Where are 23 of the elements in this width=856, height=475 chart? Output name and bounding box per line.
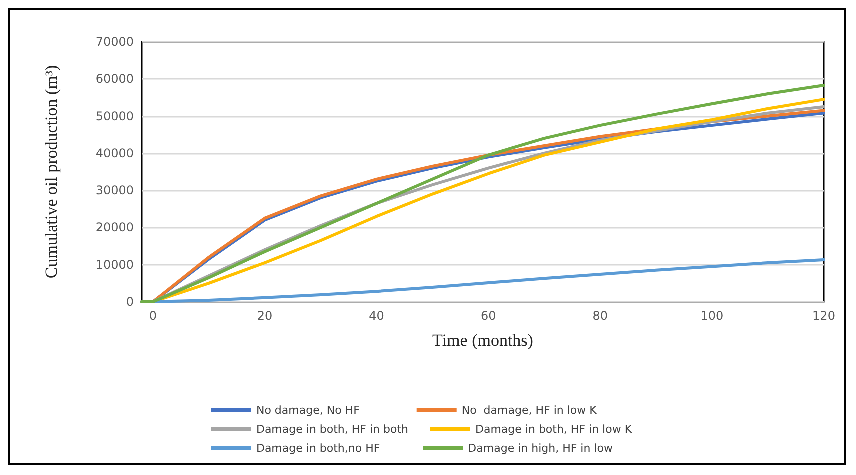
x-tick-label: 120 (812, 309, 836, 323)
y-tick-label: 50000 (96, 109, 134, 124)
x-tick-label: 60 (480, 309, 496, 323)
x-tick-label: 80 (592, 309, 608, 323)
y-tick-label: 30000 (96, 184, 134, 198)
x-tick-label: 100 (700, 309, 724, 323)
x-tick-label: 0 (149, 309, 157, 323)
x-axis-title: Time (months) (432, 331, 534, 350)
x-tick-label: 20 (257, 309, 273, 323)
y-tick-label: 10000 (96, 258, 134, 272)
y-tick-label: 0 (126, 295, 134, 309)
y-tick-label: 70000 (96, 35, 134, 49)
legend-label: Damage in both,no HF (256, 442, 416, 455)
legend-label: Damage in both, HF in both (256, 423, 422, 436)
legend-label: Damage in both, HF in low K (476, 423, 643, 436)
y-tick-label: 60000 (96, 72, 134, 86)
x-tick-label: 40 (369, 309, 384, 323)
legend-label: No damage, HF in low K (462, 404, 622, 417)
y-tick-label: 40000 (96, 146, 134, 160)
y-axis-title: Cumulative oil production (m³) (42, 65, 61, 279)
y-tick-label: 20000 (96, 220, 134, 235)
legend-label: Damage in high, HF in low (468, 442, 630, 455)
legend-label: No damage, No HF (256, 404, 409, 417)
